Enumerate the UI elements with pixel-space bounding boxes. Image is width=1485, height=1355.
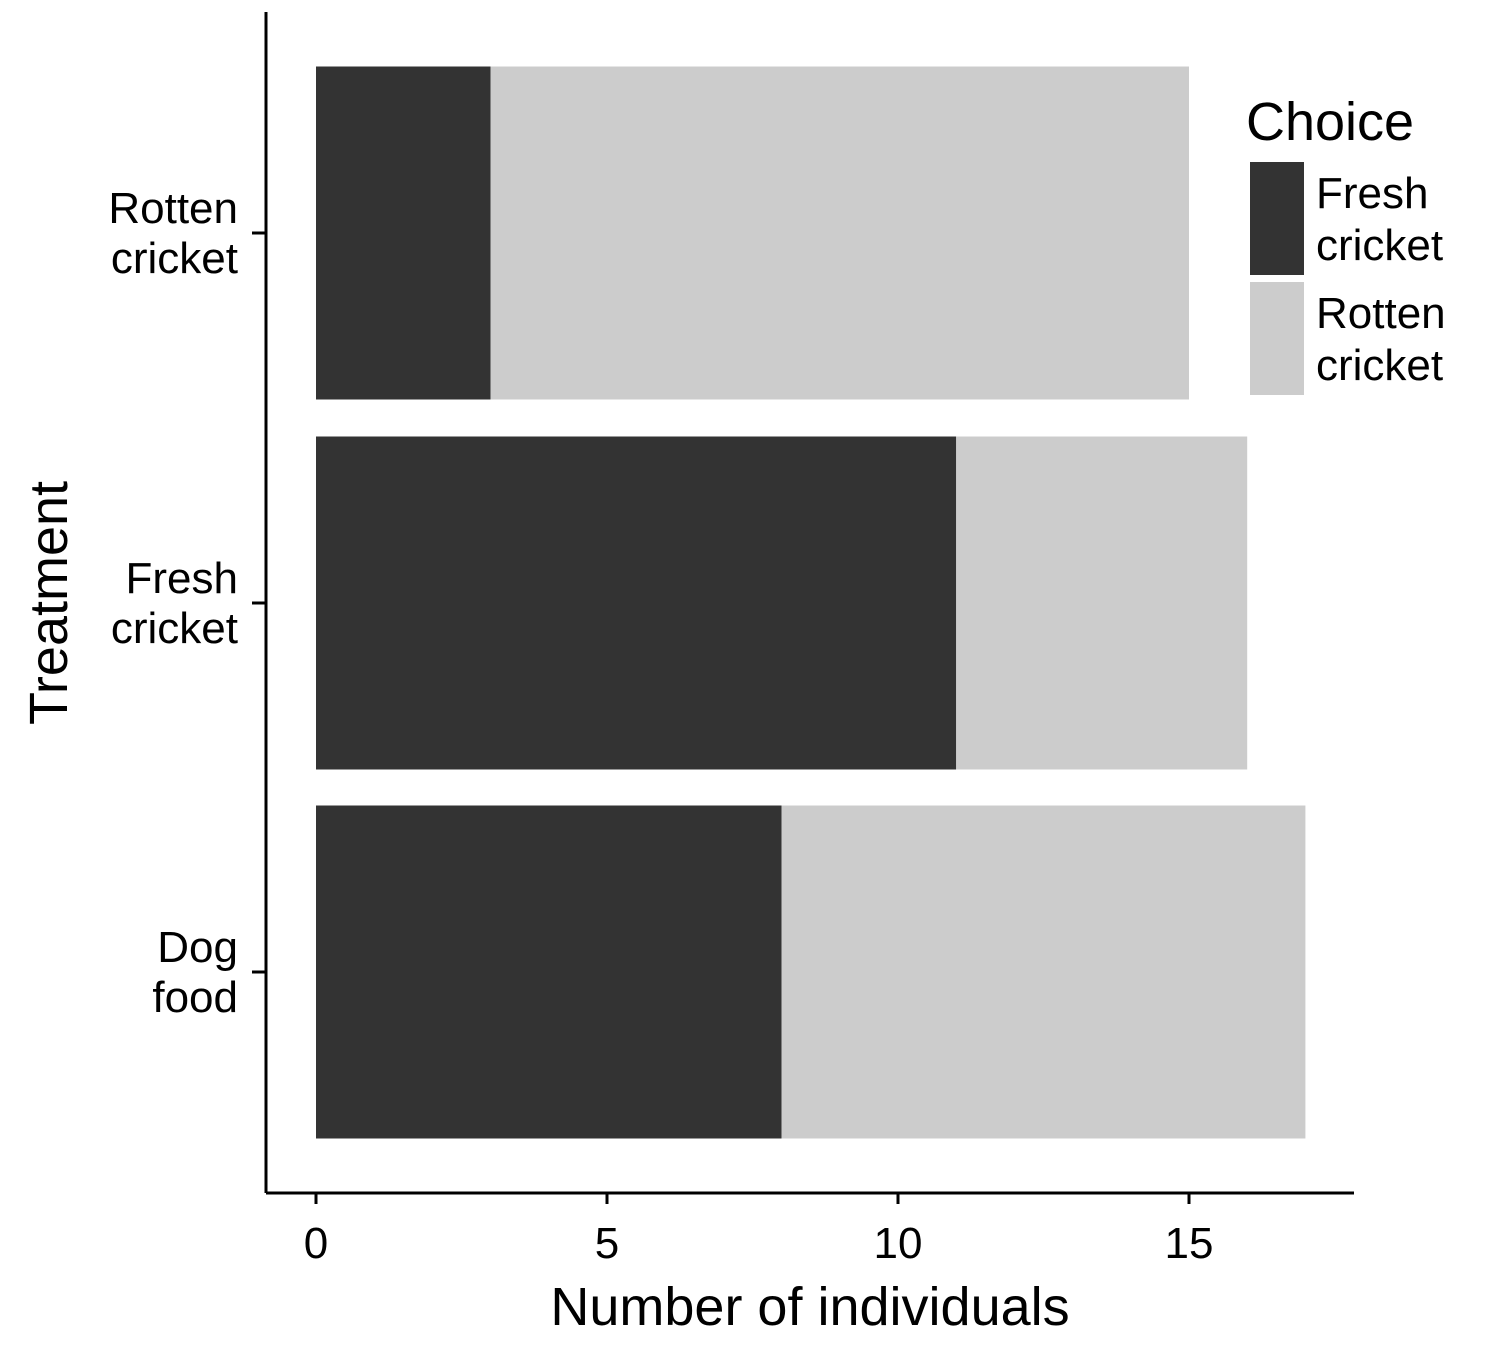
legend: Choice Fresh cricket Rotten cricket: [1246, 92, 1446, 395]
x-axis-title: Number of individuals: [550, 1277, 1069, 1337]
bar-segment: [316, 66, 491, 400]
x-tick-label: 5: [595, 1219, 619, 1268]
bars-layer: [316, 66, 1306, 1139]
legend-key: [1250, 282, 1304, 395]
bar-segment: [316, 805, 782, 1139]
x-tick-label: 10: [874, 1219, 923, 1268]
bar-segment: [781, 805, 1306, 1139]
legend-key: [1250, 162, 1304, 275]
bar-segment: [956, 436, 1248, 770]
legend-label: Fresh cricket: [1316, 169, 1443, 270]
x-tick-label: 15: [1165, 1219, 1214, 1268]
y-tick-label: Dog food: [152, 923, 238, 1022]
bar-segment: [490, 66, 1190, 400]
bar-segment: [316, 436, 957, 770]
y-ticks: Rotten cricket Fresh cricket Dog food: [108, 184, 266, 1022]
x-tick-label: 0: [304, 1219, 328, 1268]
y-tick-label: Fresh cricket: [111, 554, 238, 653]
x-ticks: 0 5 10 15: [304, 1193, 1214, 1268]
legend-label: Rotten cricket: [1316, 289, 1446, 390]
y-axis-title: Treatment: [19, 481, 79, 725]
legend-title: Choice: [1246, 92, 1414, 152]
y-tick-label: Rotten cricket: [108, 184, 238, 283]
